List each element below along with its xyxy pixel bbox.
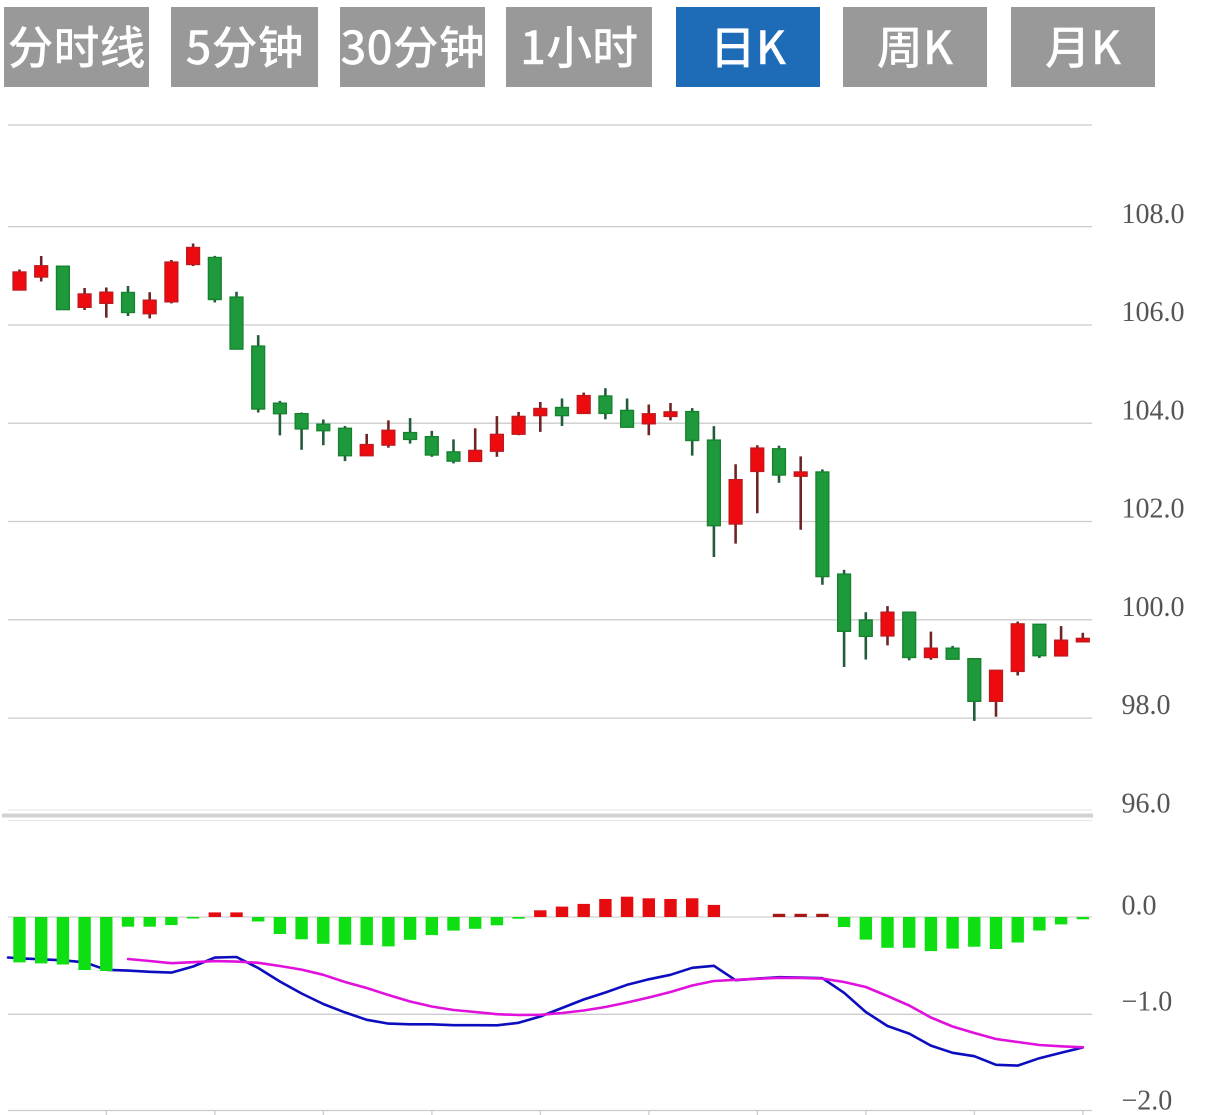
svg-text:−1.0: −1.0 bbox=[1122, 987, 1173, 1018]
svg-text:106.0: 106.0 bbox=[1122, 297, 1185, 328]
svg-text:0.0: 0.0 bbox=[1122, 890, 1157, 921]
svg-text:96.0: 96.0 bbox=[1122, 789, 1171, 820]
svg-text:108.0: 108.0 bbox=[1122, 199, 1185, 230]
svg-text:102.0: 102.0 bbox=[1122, 494, 1185, 525]
svg-text:104.0: 104.0 bbox=[1122, 395, 1185, 426]
svg-text:100.0: 100.0 bbox=[1122, 592, 1185, 623]
svg-text:−2.0: −2.0 bbox=[1122, 1085, 1173, 1115]
svg-text:98.0: 98.0 bbox=[1122, 690, 1171, 721]
